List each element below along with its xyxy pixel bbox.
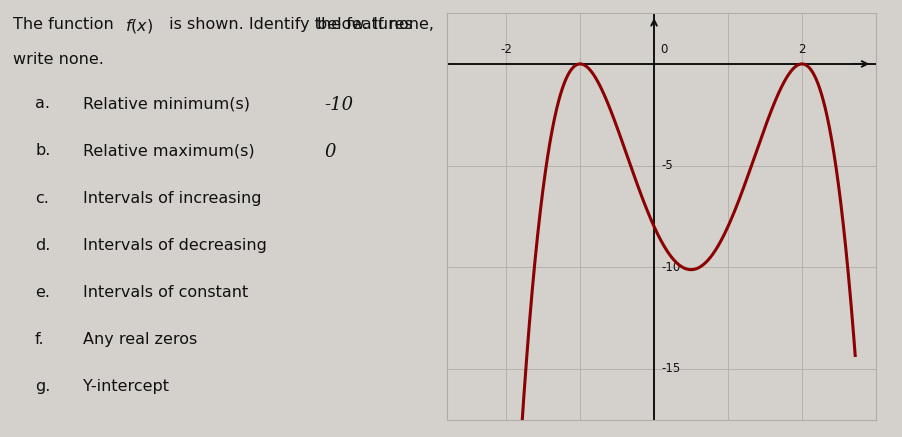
Text: g.: g. — [35, 379, 51, 394]
Text: 0: 0 — [324, 143, 336, 161]
Text: is shown. Identify the features: is shown. Identify the features — [164, 17, 412, 32]
Text: f.: f. — [35, 332, 44, 347]
Text: 0: 0 — [659, 43, 667, 56]
Text: $f(x)$: $f(x)$ — [124, 17, 152, 35]
Text: -15: -15 — [661, 362, 680, 375]
Text: Relative minimum(s): Relative minimum(s) — [83, 96, 250, 111]
Text: -5: -5 — [661, 159, 673, 172]
Text: Y-intercept: Y-intercept — [83, 379, 169, 394]
Text: below. If none,: below. If none, — [317, 17, 433, 32]
Text: write none.: write none. — [14, 52, 104, 67]
Text: e.: e. — [35, 285, 50, 300]
Text: Any real zeros: Any real zeros — [83, 332, 198, 347]
Text: 2: 2 — [797, 43, 805, 56]
Text: d.: d. — [35, 238, 51, 253]
Text: -10: -10 — [324, 96, 353, 114]
Text: -2: -2 — [500, 43, 511, 56]
Text: -10: -10 — [661, 260, 680, 274]
Text: Relative maximum(s): Relative maximum(s) — [83, 143, 254, 158]
Text: a.: a. — [35, 96, 50, 111]
Text: Intervals of decreasing: Intervals of decreasing — [83, 238, 267, 253]
Text: Intervals of constant: Intervals of constant — [83, 285, 248, 300]
Text: Intervals of increasing: Intervals of increasing — [83, 191, 262, 205]
Text: The function: The function — [14, 17, 119, 32]
Text: b.: b. — [35, 143, 51, 158]
Text: c.: c. — [35, 191, 49, 205]
